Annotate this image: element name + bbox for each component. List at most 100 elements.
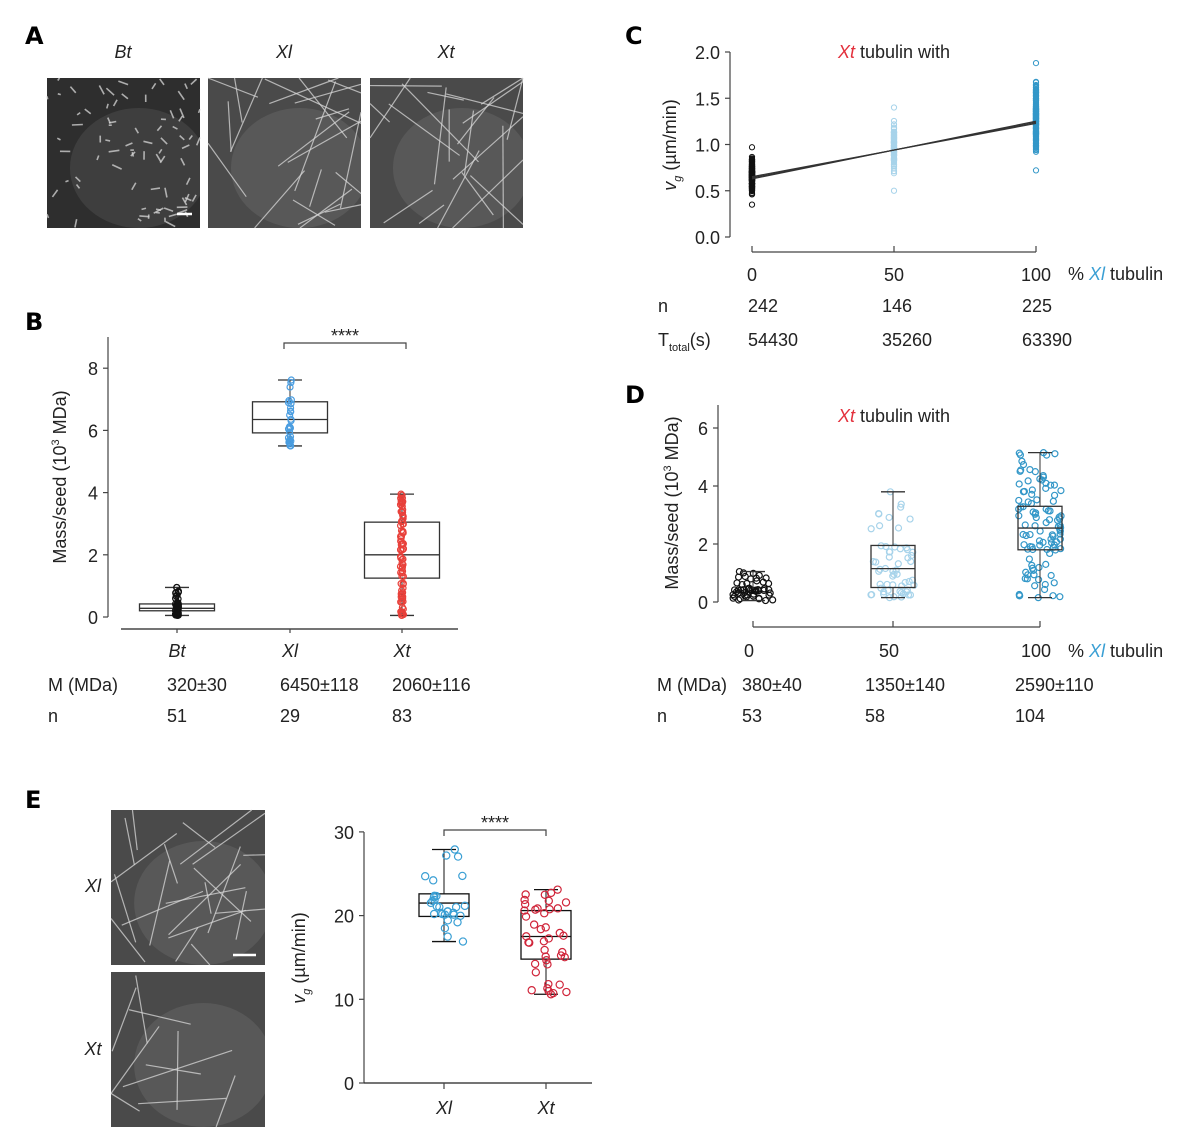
microtubule xyxy=(141,207,147,211)
data-point xyxy=(397,546,405,554)
illumination-glow xyxy=(230,108,369,228)
microtubule xyxy=(207,846,241,934)
microtubule xyxy=(122,1049,233,1088)
box-0 xyxy=(741,570,765,602)
illumination-glow xyxy=(134,1003,273,1127)
y-axis-label: Mass/seed (103 MDa) xyxy=(662,416,682,589)
microtubule xyxy=(383,189,433,224)
data-point xyxy=(553,885,562,894)
data-point xyxy=(1032,60,1040,67)
table-cell: 54430 xyxy=(748,330,798,350)
table-cell: 63390 xyxy=(1022,330,1072,350)
data-point xyxy=(539,937,549,946)
data-point xyxy=(742,593,751,601)
data-point xyxy=(1018,457,1026,465)
microtubule xyxy=(502,125,504,229)
data-point xyxy=(752,586,760,594)
data-point xyxy=(458,871,467,881)
microtubule xyxy=(84,108,92,115)
data-point xyxy=(734,586,743,594)
data-point xyxy=(1044,507,1052,515)
x-tick-label: 50 xyxy=(884,265,904,285)
data-point xyxy=(553,904,563,913)
microtubule xyxy=(150,187,161,191)
microtubule xyxy=(113,874,137,943)
microtubule xyxy=(46,213,50,219)
microtubule xyxy=(229,77,263,152)
data-point xyxy=(729,591,737,599)
x-label-species: Xl xyxy=(1088,264,1106,284)
data-point xyxy=(438,909,447,919)
microtubule xyxy=(184,193,190,203)
data-point xyxy=(533,904,542,913)
data-point xyxy=(1057,512,1065,520)
data-point xyxy=(1038,476,1046,484)
illumination-glow xyxy=(134,841,273,965)
microtubule xyxy=(159,155,166,164)
y-tick-label: 0.5 xyxy=(695,182,720,202)
micrograph-e-xt xyxy=(110,972,273,1128)
data-point xyxy=(1029,508,1037,516)
x-tick-label: 100 xyxy=(1021,641,1051,661)
x-tick-label: Bt xyxy=(168,641,186,661)
x-axis-label: % Xl tubulin xyxy=(1068,641,1163,661)
data-point xyxy=(543,960,552,969)
data-point xyxy=(1041,580,1049,589)
data-point xyxy=(1031,522,1039,530)
microtubule xyxy=(163,207,174,213)
y-label-symbol: v xyxy=(660,181,680,191)
microtubule xyxy=(204,882,212,914)
data-point xyxy=(561,898,571,907)
data-point xyxy=(1032,105,1040,112)
data-point xyxy=(1056,593,1064,601)
data-point xyxy=(398,564,406,572)
microtubule xyxy=(172,125,178,130)
data-point xyxy=(1032,112,1040,120)
panel-label-a: A xyxy=(25,22,44,50)
illumination-glow xyxy=(392,108,531,228)
data-point xyxy=(1032,146,1040,153)
data-point xyxy=(1054,522,1062,531)
data-point xyxy=(748,167,756,174)
microtubule xyxy=(243,854,266,856)
data-point xyxy=(1032,133,1040,140)
title-species: Xt xyxy=(837,42,856,62)
data-point xyxy=(1032,139,1040,146)
y-label-unit: MDa) xyxy=(662,416,682,465)
data-point xyxy=(1031,582,1039,590)
data-point xyxy=(397,535,405,543)
microtubule xyxy=(128,1009,191,1025)
microtubule xyxy=(163,844,179,884)
data-point xyxy=(882,543,890,551)
microtubule xyxy=(160,137,168,145)
microtubule xyxy=(192,812,266,865)
data-point xyxy=(540,945,549,955)
data-point xyxy=(759,578,767,586)
microtubule xyxy=(46,96,49,100)
data-point xyxy=(729,594,737,602)
data-point xyxy=(399,561,407,569)
microtubule xyxy=(110,918,146,963)
panel-label-b: B xyxy=(25,308,43,336)
data-point xyxy=(890,121,898,128)
y-tick-label: 30 xyxy=(334,823,354,843)
table-cell: 29 xyxy=(280,706,300,726)
data-point xyxy=(903,546,911,554)
microtubule xyxy=(56,137,61,141)
microtubule xyxy=(165,221,176,228)
data-point xyxy=(173,601,181,609)
data-point xyxy=(544,896,554,906)
data-point xyxy=(443,932,452,941)
chart-title: Xt tubulin with xyxy=(837,42,950,62)
data-point xyxy=(885,548,894,556)
table-row-label: Ttotal(s) xyxy=(658,330,711,354)
data-point xyxy=(284,399,293,407)
data-point xyxy=(1049,592,1057,600)
panel-label-d: D xyxy=(625,381,645,409)
data-point xyxy=(891,543,899,551)
data-point xyxy=(897,500,905,508)
y-label-superscript: 3 xyxy=(662,465,674,471)
y-tick-label: 10 xyxy=(334,990,354,1010)
data-point xyxy=(542,956,551,965)
microtubule xyxy=(138,1097,227,1105)
